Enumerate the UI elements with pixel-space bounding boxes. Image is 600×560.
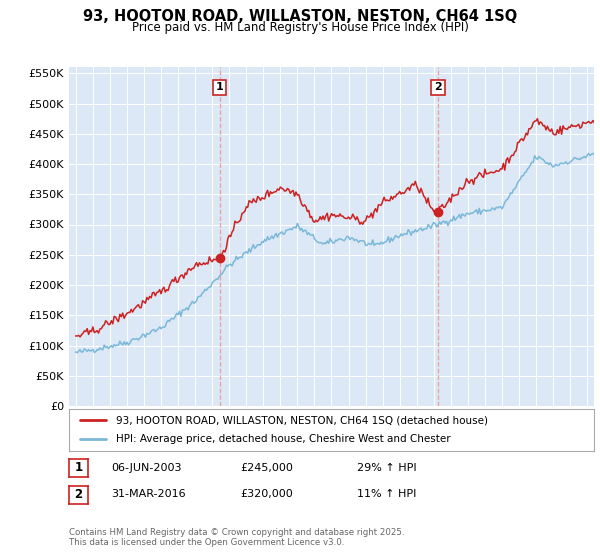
Text: 1: 1 [74,461,83,474]
Text: 1: 1 [215,82,223,92]
Text: 2: 2 [74,488,83,501]
Text: Price paid vs. HM Land Registry's House Price Index (HPI): Price paid vs. HM Land Registry's House … [131,21,469,34]
Text: 29% ↑ HPI: 29% ↑ HPI [357,463,416,473]
Text: 31-MAR-2016: 31-MAR-2016 [111,489,185,500]
Text: HPI: Average price, detached house, Cheshire West and Chester: HPI: Average price, detached house, Ches… [116,435,451,445]
Text: 93, HOOTON ROAD, WILLASTON, NESTON, CH64 1SQ: 93, HOOTON ROAD, WILLASTON, NESTON, CH64… [83,9,517,24]
Text: 93, HOOTON ROAD, WILLASTON, NESTON, CH64 1SQ (detached house): 93, HOOTON ROAD, WILLASTON, NESTON, CH64… [116,415,488,425]
Text: 2: 2 [434,82,442,92]
Text: £320,000: £320,000 [240,489,293,500]
Text: Contains HM Land Registry data © Crown copyright and database right 2025.
This d: Contains HM Land Registry data © Crown c… [69,528,404,547]
Text: 11% ↑ HPI: 11% ↑ HPI [357,489,416,500]
Text: £245,000: £245,000 [240,463,293,473]
Text: 06-JUN-2003: 06-JUN-2003 [111,463,182,473]
